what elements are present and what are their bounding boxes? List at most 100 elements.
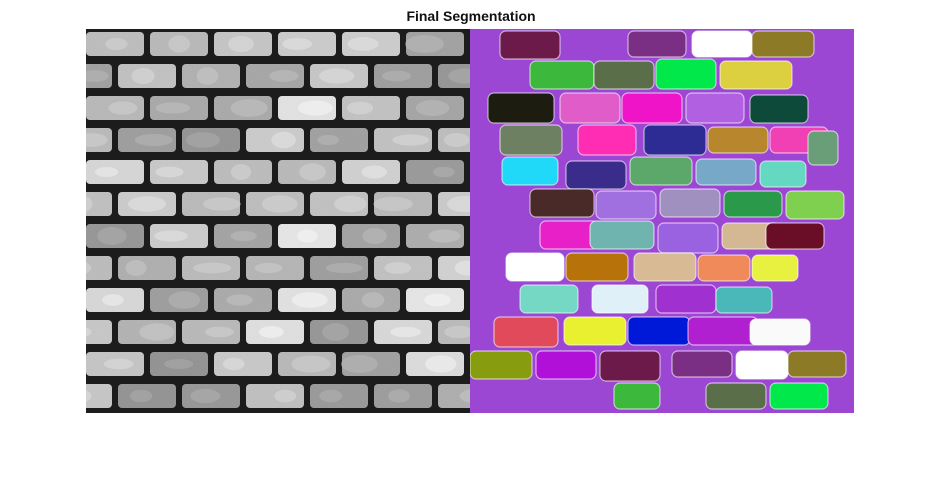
- brick-texture: [322, 323, 350, 341]
- segment-region: [765, 222, 825, 250]
- segment-region: [749, 94, 809, 124]
- segment-region: [627, 316, 691, 346]
- segment-region: [621, 92, 683, 124]
- brick-texture: [94, 166, 119, 178]
- brick-texture: [131, 67, 155, 85]
- brick-texture: [196, 67, 219, 85]
- segment-region: [657, 222, 719, 254]
- brick-texture: [97, 227, 127, 245]
- brick-texture: [108, 101, 138, 115]
- brick-texture: [296, 229, 318, 243]
- brick-texture: [347, 37, 379, 51]
- segment-region: [577, 124, 637, 156]
- segment-region: [599, 350, 661, 382]
- segment-region: [655, 58, 717, 90]
- photo-background: [86, 29, 470, 413]
- brick-texture: [291, 355, 331, 373]
- brick-texture: [155, 166, 184, 178]
- brick-texture: [127, 196, 167, 212]
- brick: [86, 384, 112, 408]
- brick-texture: [185, 132, 221, 148]
- segment-region: [493, 316, 559, 348]
- brick-texture: [134, 133, 173, 147]
- segment-region: [697, 254, 751, 282]
- brick-texture: [125, 260, 147, 276]
- segment-region: [735, 350, 789, 380]
- brick: [86, 256, 112, 280]
- brick-texture: [428, 229, 461, 243]
- segment-region: [589, 220, 655, 250]
- segmentation-map: [470, 29, 854, 413]
- brick-texture: [230, 99, 268, 117]
- brick-texture: [86, 262, 92, 274]
- brick-texture: [319, 68, 355, 84]
- brick-texture: [433, 166, 455, 178]
- segment-region: [715, 286, 773, 314]
- segment-region: [535, 350, 597, 380]
- figure-title: Final Segmentation: [406, 8, 536, 24]
- brick-texture: [299, 163, 326, 181]
- segment-region: [563, 316, 627, 346]
- brick-texture: [334, 195, 367, 213]
- segment-region: [565, 252, 629, 282]
- brick-texture: [261, 195, 298, 213]
- brick-texture: [193, 262, 232, 274]
- segment-region: [807, 130, 839, 166]
- brick-texture: [362, 228, 387, 244]
- segment-region: [695, 158, 757, 186]
- brick-texture: [258, 326, 284, 338]
- brick-texture: [254, 262, 283, 274]
- brick-texture: [86, 133, 108, 147]
- segment-region: [595, 190, 657, 220]
- segment-region: [519, 284, 579, 314]
- segment-region: [707, 126, 769, 154]
- segment-region: [691, 30, 753, 58]
- brick-texture: [291, 292, 328, 308]
- brick-texture: [317, 134, 340, 146]
- segment-region: [723, 190, 783, 218]
- brick-texture: [390, 326, 422, 338]
- brick-texture: [103, 358, 134, 370]
- brick-texture: [325, 262, 363, 274]
- figure-area: [86, 29, 854, 413]
- brick-texture: [139, 323, 175, 341]
- segment-region: [593, 60, 655, 90]
- brick-texture: [454, 260, 470, 276]
- segment-region: [499, 30, 561, 60]
- brick-texture: [361, 165, 387, 179]
- brick-texture: [154, 230, 188, 242]
- segment-region: [749, 318, 811, 346]
- segment-region: [633, 252, 697, 282]
- brick-texture: [129, 389, 153, 403]
- segment-region: [751, 254, 799, 282]
- brick: [86, 192, 112, 216]
- segment-region: [591, 284, 649, 314]
- segment-region: [565, 160, 627, 190]
- brick-texture: [86, 327, 92, 337]
- brick-texture: [382, 70, 412, 82]
- brick-texture: [205, 326, 234, 338]
- brick-texture: [102, 294, 124, 306]
- brick-texture: [459, 389, 470, 403]
- brick-texture: [319, 389, 343, 403]
- segment-region: [769, 382, 829, 410]
- segment-region: [539, 220, 599, 250]
- brick-texture: [373, 196, 413, 212]
- grayscale-brick-photo: [86, 29, 470, 413]
- brick-texture: [405, 35, 444, 53]
- brick-texture: [341, 355, 378, 373]
- brick-texture: [346, 101, 374, 115]
- brick-texture: [282, 38, 313, 50]
- segment-region: [529, 188, 595, 218]
- segment-region: [643, 124, 707, 156]
- brick-texture: [86, 390, 92, 402]
- segment-region: [705, 382, 767, 410]
- segment-region: [671, 350, 733, 378]
- brick-texture: [269, 70, 299, 82]
- segment-region: [529, 60, 595, 90]
- brick-texture: [226, 294, 253, 306]
- segment-region: [559, 92, 621, 124]
- segment-region: [470, 350, 533, 380]
- brick-texture: [392, 134, 430, 146]
- brick-texture: [446, 195, 470, 213]
